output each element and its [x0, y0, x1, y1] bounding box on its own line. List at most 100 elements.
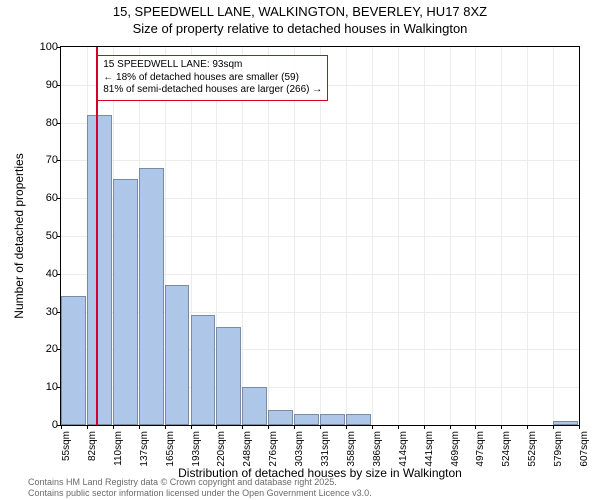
callout-line: ← 18% of detached houses are smaller (59…	[103, 72, 322, 85]
callout-line: 15 SPEEDWELL LANE: 93sqm	[103, 59, 322, 72]
x-tick-mark	[320, 425, 321, 429]
y-tick-mark	[57, 47, 61, 48]
histogram-bar	[346, 414, 371, 425]
x-tick-mark	[216, 425, 217, 429]
y-tick-mark	[57, 236, 61, 237]
y-tick-label: 90	[28, 79, 58, 91]
callout-box: 15 SPEEDWELL LANE: 93sqm← 18% of detache…	[97, 55, 328, 101]
histogram-bar	[61, 296, 86, 425]
histogram-bar	[242, 387, 267, 425]
y-tick-label: 40	[28, 268, 58, 280]
y-tick-label: 50	[28, 230, 58, 242]
grid-line-v	[501, 47, 502, 425]
x-tick-label: 82sqm	[87, 431, 98, 461]
histogram-bar	[113, 179, 138, 425]
histogram-bar	[191, 315, 216, 425]
title-line-1: 15, SPEEDWELL LANE, WALKINGTON, BEVERLEY…	[0, 4, 600, 19]
x-tick-label: 331sqm	[320, 431, 331, 467]
grid-line-v	[450, 47, 451, 425]
x-tick-label: 607sqm	[579, 431, 590, 467]
x-tick-label: 386sqm	[372, 431, 383, 467]
y-tick-label: 30	[28, 306, 58, 318]
x-tick-label: 497sqm	[475, 431, 486, 467]
x-tick-label: 137sqm	[139, 431, 150, 467]
x-tick-label: 220sqm	[216, 431, 227, 467]
grid-line-v	[268, 47, 269, 425]
x-tick-mark	[553, 425, 554, 429]
x-tick-label: 441sqm	[424, 431, 435, 467]
y-tick-label: 60	[28, 192, 58, 204]
y-tick-mark	[57, 274, 61, 275]
histogram-bar	[216, 327, 241, 425]
histogram-bar	[320, 414, 345, 425]
x-tick-label: 165sqm	[165, 431, 176, 467]
y-tick-label: 80	[28, 117, 58, 129]
x-tick-mark	[579, 425, 580, 429]
y-tick-mark	[57, 85, 61, 86]
chart-container: 15, SPEEDWELL LANE, WALKINGTON, BEVERLEY…	[0, 0, 600, 500]
x-tick-label: 358sqm	[346, 431, 357, 467]
x-tick-label: 55sqm	[61, 431, 72, 461]
footer-line-1: Contains HM Land Registry data © Crown c…	[28, 477, 372, 487]
x-tick-mark	[113, 425, 114, 429]
x-tick-label: 524sqm	[501, 431, 512, 467]
x-tick-label: 414sqm	[398, 431, 409, 467]
grid-line-v	[424, 47, 425, 425]
grid-line-v	[242, 47, 243, 425]
histogram-bar	[87, 115, 112, 425]
x-tick-mark	[294, 425, 295, 429]
x-tick-label: 110sqm	[113, 431, 124, 466]
histogram-bar	[268, 410, 293, 425]
grid-line-v	[527, 47, 528, 425]
x-tick-mark	[450, 425, 451, 429]
x-tick-mark	[475, 425, 476, 429]
x-tick-mark	[191, 425, 192, 429]
grid-line-v	[346, 47, 347, 425]
x-tick-label: 248sqm	[242, 431, 253, 467]
footer-attribution: Contains HM Land Registry data © Crown c…	[28, 477, 372, 498]
x-tick-label: 276sqm	[268, 431, 279, 467]
y-tick-label: 10	[28, 381, 58, 393]
x-tick-mark	[346, 425, 347, 429]
x-tick-mark	[268, 425, 269, 429]
grid-line-v	[294, 47, 295, 425]
x-tick-mark	[372, 425, 373, 429]
x-tick-mark	[165, 425, 166, 429]
grid-line-v	[553, 47, 554, 425]
histogram-bar	[553, 421, 578, 425]
footer-line-2: Contains public sector information licen…	[28, 488, 372, 498]
x-tick-label: 552sqm	[527, 431, 538, 467]
x-tick-mark	[398, 425, 399, 429]
histogram-bar	[294, 414, 319, 425]
histogram-bar	[139, 168, 164, 425]
x-tick-mark	[87, 425, 88, 429]
title-block: 15, SPEEDWELL LANE, WALKINGTON, BEVERLEY…	[0, 4, 600, 36]
grid-line-v	[320, 47, 321, 425]
x-tick-label: 469sqm	[450, 431, 461, 467]
x-tick-label: 579sqm	[553, 431, 564, 467]
marker-line	[96, 47, 98, 425]
grid-line-v	[475, 47, 476, 425]
histogram-bar	[165, 285, 190, 425]
x-tick-mark	[139, 425, 140, 429]
x-tick-mark	[527, 425, 528, 429]
x-tick-label: 303sqm	[294, 431, 305, 467]
y-tick-mark	[57, 123, 61, 124]
grid-line-v	[398, 47, 399, 425]
grid-line-v	[372, 47, 373, 425]
y-tick-label: 70	[28, 154, 58, 166]
y-tick-mark	[57, 198, 61, 199]
y-tick-label: 0	[28, 419, 58, 431]
plot-area: 55sqm82sqm110sqm137sqm165sqm193sqm220sqm…	[60, 46, 580, 426]
x-tick-mark	[501, 425, 502, 429]
title-line-2: Size of property relative to detached ho…	[0, 21, 600, 36]
x-tick-mark	[61, 425, 62, 429]
x-tick-mark	[424, 425, 425, 429]
y-axis-label: Number of detached properties	[12, 46, 26, 426]
x-tick-mark	[242, 425, 243, 429]
x-tick-label: 193sqm	[191, 431, 202, 467]
y-tick-label: 100	[28, 41, 58, 53]
callout-line: 81% of semi-detached houses are larger (…	[103, 84, 322, 97]
y-tick-mark	[57, 160, 61, 161]
y-tick-label: 20	[28, 343, 58, 355]
